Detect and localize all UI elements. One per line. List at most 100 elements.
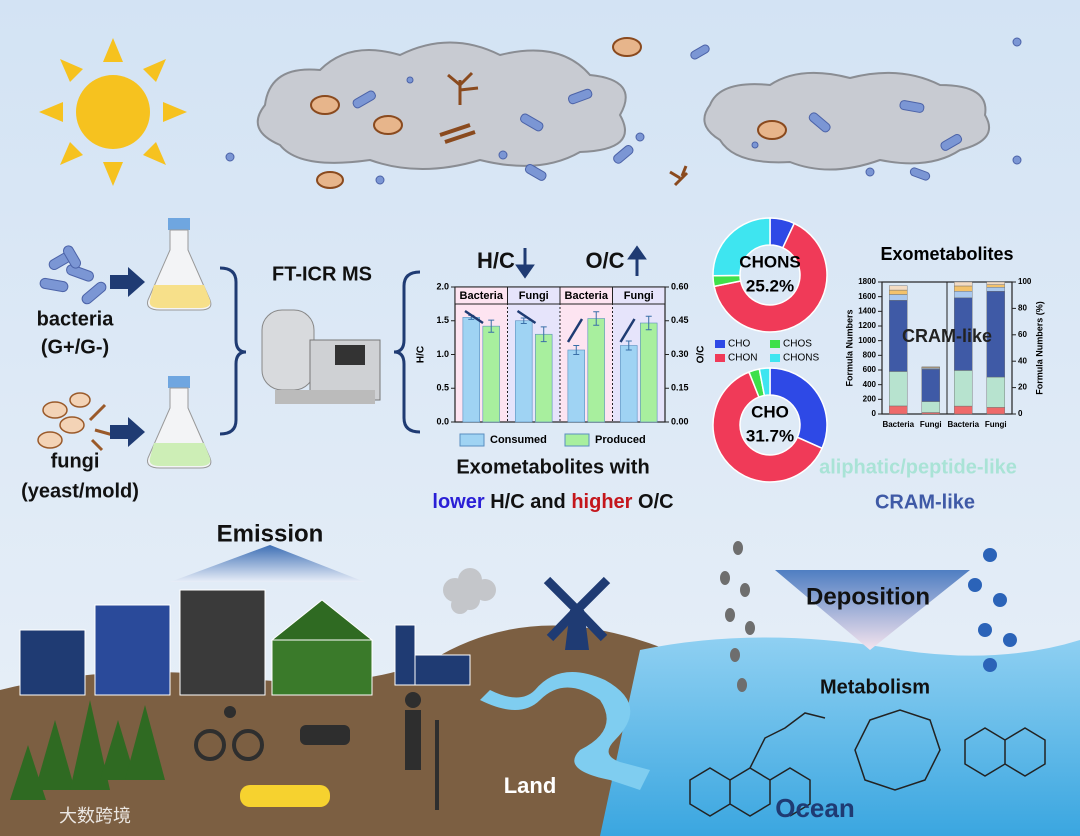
legend-swatch (564, 433, 590, 447)
ocean (600, 637, 1080, 836)
aliphatic-label: aliphatic/peptide-like (819, 456, 1017, 478)
bar-segment (986, 281, 1005, 285)
x-tick-label: Bacteria (947, 420, 979, 429)
fungal-cells (310, 37, 787, 189)
pie-slice (712, 371, 824, 483)
y2-axis-label: O/C (696, 346, 707, 364)
molecules (689, 709, 1046, 817)
y-tick-label: 800 (863, 350, 877, 359)
emission-arrow (170, 545, 365, 582)
legend-swatch (459, 433, 485, 447)
center-name: CHO (751, 402, 789, 421)
bar-segment (954, 370, 973, 407)
bar-segment (889, 294, 908, 301)
bar-segment (921, 369, 940, 402)
land-label: Land (504, 773, 557, 798)
deposition-drops (720, 541, 1017, 692)
bar (620, 345, 638, 423)
legend-label: CHOS (783, 339, 812, 350)
pie-slice (769, 367, 828, 450)
y-tick-label: 200 (863, 394, 877, 403)
error-bar (625, 340, 632, 351)
buildings (19, 589, 471, 696)
fungi-sub: (yeast/mold) (21, 480, 139, 502)
legend-label: CHO (728, 339, 750, 350)
cloud (703, 71, 991, 171)
category-label: Fungi (624, 290, 654, 302)
bar (515, 320, 533, 423)
sun (39, 38, 187, 186)
y-tick-label: 2.0 (436, 281, 449, 291)
trend-arrow (619, 318, 636, 343)
error-bar (540, 326, 547, 343)
y-tick-label: 1.5 (436, 315, 449, 325)
x-tick-label: Fungi (985, 420, 1007, 429)
y-tick-label: 400 (863, 380, 877, 389)
smoke (443, 568, 496, 614)
y2-tick-label: 80 (1018, 304, 1027, 313)
bar (535, 333, 553, 423)
cram-label: CRAM-like (875, 491, 975, 513)
x-tick-label: Fungi (920, 420, 942, 429)
legend-label: CHONS (783, 353, 819, 364)
y2-tick-label: 0.30 (671, 349, 689, 359)
bar (482, 325, 500, 423)
bar-segment (889, 405, 908, 415)
flask (147, 218, 212, 469)
y-tick-label: 0 (872, 409, 877, 418)
y-tick-label: 600 (863, 365, 877, 374)
y2-tick-label: 60 (1018, 330, 1027, 339)
legend-swatch (715, 340, 725, 348)
trend-arrow (516, 309, 537, 325)
trend-arrow (566, 318, 584, 343)
pie-slice (712, 217, 771, 277)
fungi-label: fungi (51, 450, 100, 472)
x-tick-label: Bacteria (882, 420, 914, 429)
y2-tick-label: 0 (1018, 409, 1023, 418)
instrument (261, 309, 381, 404)
error-bar (645, 315, 652, 331)
legend-swatch (715, 354, 725, 362)
conclusion-part: H/C and (490, 491, 566, 513)
category-label: Bacteria (565, 290, 609, 302)
y-tick-label: 1.0 (436, 349, 449, 359)
watermark: 大数跨境 (59, 806, 131, 826)
y2-axis-label: Formula Numbers (%) (1034, 301, 1044, 395)
y-tick-label: 1000 (858, 336, 876, 345)
oc-title: O/C (585, 248, 624, 273)
error-bar (573, 345, 580, 355)
y-tick-label: 1600 (858, 292, 876, 301)
y-tick-label: 1200 (858, 321, 876, 330)
cloud (256, 41, 627, 170)
fungi-illustration (37, 392, 114, 452)
bar-segment (986, 287, 1005, 292)
bar-segment (921, 412, 940, 415)
pie-slice (758, 367, 771, 397)
conclusion-part: higher (571, 491, 632, 513)
y2-tick-label: 0.45 (671, 315, 689, 325)
bar-segment (921, 366, 940, 368)
y2-tick-label: 0.60 (671, 281, 689, 291)
bar (640, 322, 658, 423)
bar-segment (954, 281, 973, 287)
microbes (225, 37, 1022, 185)
y-axis-label: Formula Numbers (844, 309, 854, 386)
pie-slice (713, 222, 828, 333)
legend-swatch (770, 340, 780, 348)
bar (567, 349, 585, 423)
y-tick-label: 1400 (858, 306, 876, 315)
windmill (543, 576, 611, 650)
y-tick-label: 1800 (858, 277, 876, 286)
trees (10, 700, 165, 800)
error-bar (593, 311, 600, 326)
hc-title: H/C (477, 248, 515, 273)
conclusion: lower H/C and higher O/C (432, 491, 673, 513)
chart-title: Exometabolites (880, 244, 1013, 264)
metabolism-label: Metabolism (820, 676, 930, 698)
conclusion-title: Exometabolites with (456, 456, 649, 478)
bacteria-illustration (39, 245, 107, 305)
ocean-label: Ocean (775, 793, 855, 823)
bacteria-sub: (G+/G-) (41, 336, 109, 358)
instrument-label: FT-ICR MS (272, 263, 372, 285)
